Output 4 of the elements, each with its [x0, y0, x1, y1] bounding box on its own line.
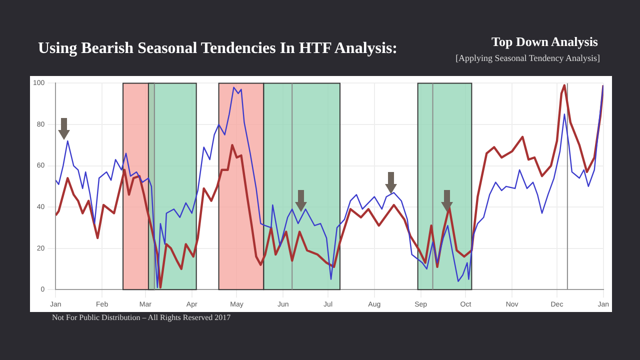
text: [Applying Seasonal Tendency Analysis] [456, 53, 600, 63]
chart-subtitle: Top Down Analysis [492, 34, 598, 50]
text: Not For Public Distribution – All Rights Reserved 2017 [52, 313, 231, 322]
chart-title: Using Bearish Seasonal Tendencies In HTF Analysis: [38, 40, 398, 58]
